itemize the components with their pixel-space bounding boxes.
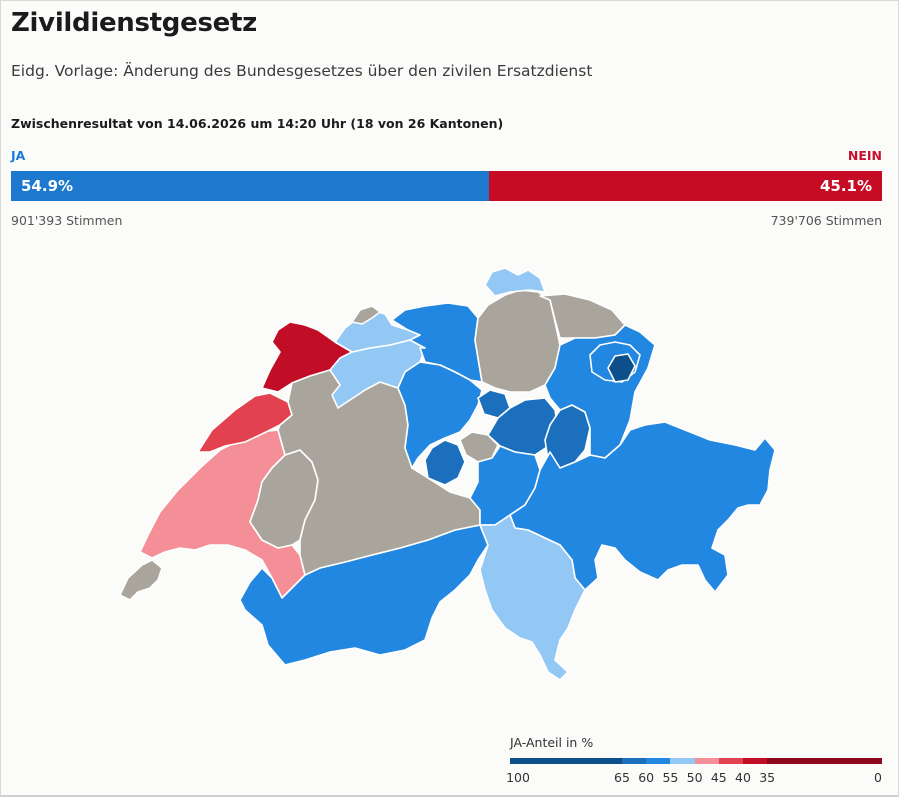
canton-basel-stadt[interactable]: Basel-Stadt bbox=[351, 305, 381, 325]
ja-percent: 54.9% bbox=[21, 177, 74, 195]
legend-tick-label: 65 bbox=[614, 770, 630, 785]
legend-segment bbox=[742, 758, 768, 764]
result-bar: 54.9% 45.1% bbox=[11, 171, 882, 201]
legend-segment bbox=[646, 758, 671, 764]
ja-votes: 901'393 Stimmen bbox=[11, 213, 123, 228]
canton-obwalden[interactable]: Obwalden bbox=[424, 439, 466, 486]
canton-valais[interactable]: Valais bbox=[239, 524, 489, 666]
canton-ticino[interactable]: Ticino bbox=[479, 514, 586, 681]
legend-segment bbox=[767, 758, 882, 764]
legend-color-scale bbox=[510, 758, 882, 764]
legend-segment bbox=[622, 758, 647, 764]
legend-title: JA-Anteil in % bbox=[510, 735, 594, 750]
page-title: Zivildienstgesetz bbox=[11, 8, 257, 38]
interim-result-label: Zwischenresultat von 14.06.2026 um 14:20… bbox=[11, 116, 504, 131]
page-subtitle: Eidg. Vorlage: Änderung des Bundesgesetz… bbox=[11, 62, 593, 80]
canton-appenzell-innerrhoden[interactable]: Appenzell Innerrhoden bbox=[607, 353, 636, 383]
nein-label: NEIN bbox=[847, 148, 882, 163]
legend-tick-label: 40 bbox=[735, 770, 751, 785]
legend-segment bbox=[670, 758, 695, 764]
legend-segment bbox=[510, 758, 622, 764]
nein-percent: 45.1% bbox=[819, 177, 872, 195]
ja-bar-segment: 54.9% bbox=[11, 171, 490, 201]
nein-bar-segment: 45.1% bbox=[489, 171, 882, 201]
legend-tick-label: 0 bbox=[874, 770, 882, 785]
canton-schaffhausen[interactable]: Schaffhausen bbox=[484, 267, 546, 297]
legend-tick-label: 45 bbox=[710, 770, 727, 785]
legend-tick-label: 50 bbox=[686, 770, 703, 785]
switzerland-canton-map: Genève Vaud Neuchâtel Jura Fribourg Vala… bbox=[119, 267, 776, 681]
legend-tick-label: 35 bbox=[759, 770, 776, 785]
nein-votes: 739'706 Stimmen bbox=[770, 213, 882, 228]
canton-luzern[interactable]: Luzern bbox=[397, 361, 483, 469]
ja-label: JA bbox=[11, 148, 26, 163]
canton-geneve[interactable]: Genève bbox=[119, 559, 163, 601]
canton-nidwalden[interactable]: Nidwalden bbox=[459, 431, 499, 463]
legend-segment bbox=[718, 758, 743, 764]
legend-tick-label: 100 bbox=[506, 770, 530, 785]
legend-tick-label: 60 bbox=[638, 770, 655, 785]
legend-tick-label: 55 bbox=[662, 770, 679, 785]
legend-segment bbox=[694, 758, 719, 764]
canton-zurich[interactable]: Zürich bbox=[474, 289, 561, 393]
